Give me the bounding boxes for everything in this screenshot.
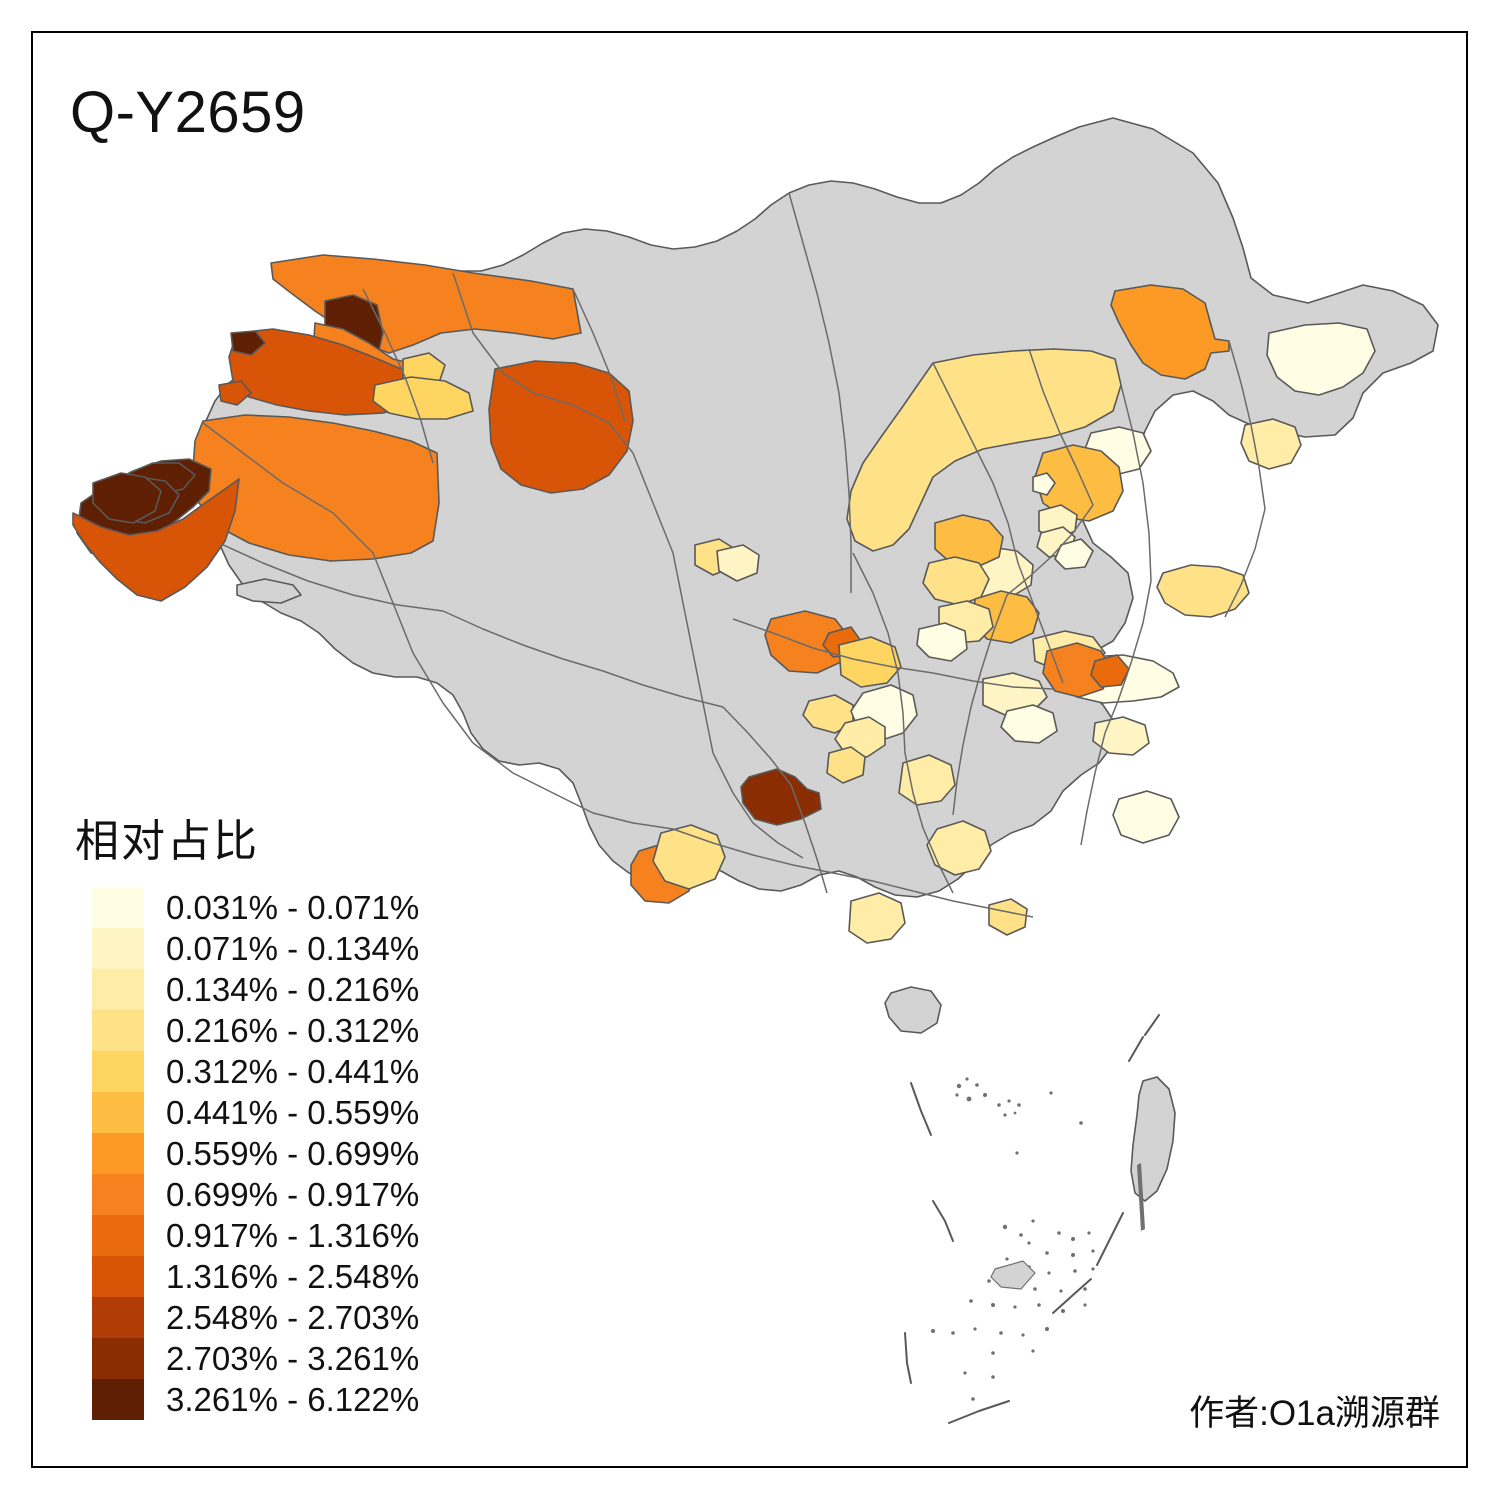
legend-swatch <box>92 1174 144 1215</box>
legend-swatch <box>92 928 144 969</box>
legend-item[interactable]: 0.031% - 0.071% <box>53 887 473 928</box>
legend-item[interactable]: 2.548% - 2.703% <box>53 1297 473 1338</box>
legend-label: 0.699% - 0.917% <box>166 1176 420 1213</box>
legend-label: 2.703% - 3.261% <box>166 1340 420 1377</box>
legend-label: 0.216% - 0.312% <box>166 1012 420 1049</box>
legend-item[interactable]: 1.316% - 2.548% <box>53 1256 473 1297</box>
legend-item[interactable]: 0.071% - 0.134% <box>53 928 473 969</box>
legend-label: 0.134% - 0.216% <box>166 971 420 1008</box>
legend-swatch <box>92 1133 144 1174</box>
legend-item[interactable]: 0.216% - 0.312% <box>53 1010 473 1051</box>
legend-item[interactable]: 0.441% - 0.559% <box>53 1092 473 1133</box>
page-title: Q-Y2659 <box>70 80 306 145</box>
legend: 相对占比 0.031% - 0.071% 0.071% - 0.134% 0.1… <box>53 805 473 1420</box>
author-credit: 作者:O1a溯源群 <box>1189 1394 1440 1433</box>
legend-label: 0.559% - 0.699% <box>166 1135 420 1172</box>
legend-swatch <box>92 1010 144 1051</box>
legend-item[interactable]: 3.261% - 6.122% <box>53 1379 473 1420</box>
legend-swatch <box>92 1338 144 1379</box>
legend-swatch <box>92 1051 144 1092</box>
legend-item[interactable]: 0.699% - 0.917% <box>53 1174 473 1215</box>
legend-label: 0.312% - 0.441% <box>166 1053 420 1090</box>
legend-label: 2.548% - 2.703% <box>166 1299 420 1336</box>
legend-label: 3.261% - 6.122% <box>166 1381 420 1418</box>
legend-swatch <box>92 1215 144 1256</box>
legend-label: 0.071% - 0.134% <box>166 930 420 967</box>
figure-frame: Q-Y2659 相对占比 0.031% - 0.071% 0.071% - 0.… <box>31 31 1468 1468</box>
china-choropleth-map <box>33 33 1470 1470</box>
legend-swatch <box>92 1297 144 1338</box>
legend-item[interactable]: 0.917% - 1.316% <box>53 1215 473 1256</box>
legend-swatch <box>92 1379 144 1420</box>
legend-swatch <box>92 1256 144 1297</box>
legend-item[interactable]: 0.559% - 0.699% <box>53 1133 473 1174</box>
legend-label: 1.316% - 2.548% <box>166 1258 420 1295</box>
legend-item[interactable]: 0.134% - 0.216% <box>53 969 473 1010</box>
legend-label: 0.441% - 0.559% <box>166 1094 420 1131</box>
legend-label: 0.031% - 0.071% <box>166 889 420 926</box>
legend-title: 相对占比 <box>75 817 259 866</box>
legend-item[interactable]: 0.312% - 0.441% <box>53 1051 473 1092</box>
legend-item[interactable]: 2.703% - 3.261% <box>53 1338 473 1379</box>
legend-swatch <box>92 969 144 1010</box>
legend-swatch <box>92 887 144 928</box>
legend-label: 0.917% - 1.316% <box>166 1217 420 1254</box>
legend-swatch <box>92 1092 144 1133</box>
